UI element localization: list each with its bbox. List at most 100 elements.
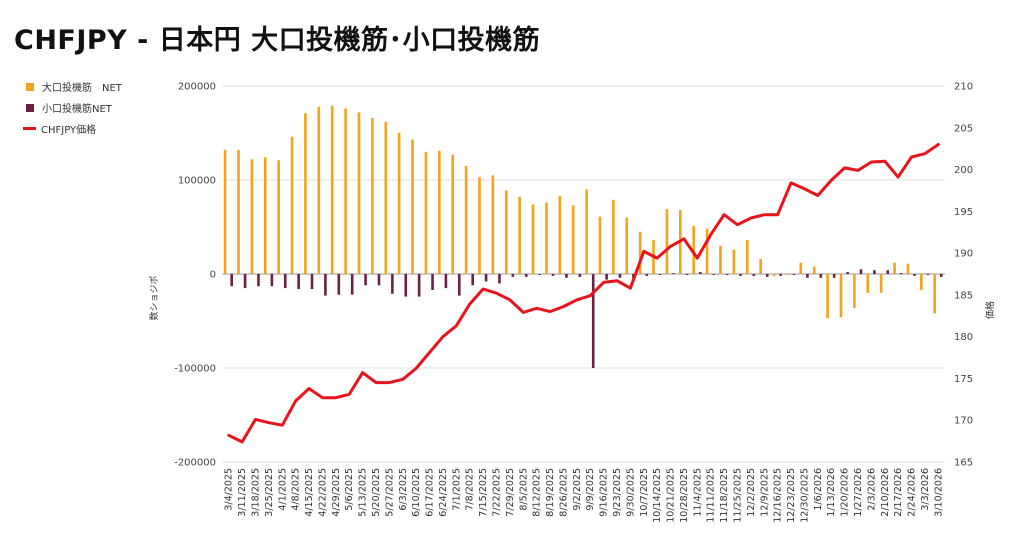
bar-large-35 (692, 226, 696, 274)
bar-large-5 (290, 136, 294, 274)
bar-small-10 (364, 274, 367, 286)
bar-large-53 (933, 274, 937, 314)
y-right-tick-label: 180 (954, 332, 973, 343)
bar-small-26 (578, 274, 582, 277)
y-left-axis-title: 数ショジポ (148, 275, 160, 320)
x-tick-label: 9/16/2025 (599, 468, 610, 517)
x-tick-label: 10/7/2025 (639, 468, 650, 517)
x-tick-label: 7/8/2025 (465, 468, 476, 511)
bar-large-18 (464, 165, 468, 274)
bar-small-38 (739, 274, 742, 276)
x-tick-label: 8/19/2025 (545, 468, 556, 517)
x-tick-label: 7/1/2025 (451, 468, 462, 511)
bar-small-22 (524, 274, 528, 277)
x-tick-label: 9/9/2025 (585, 468, 596, 511)
bar-large-8 (330, 105, 334, 275)
x-tick-label: 2/3/2026 (866, 468, 877, 511)
x-tick-label: 10/21/2025 (666, 468, 677, 523)
y-right-tick-label: 205 (954, 123, 973, 134)
bar-small-0 (230, 274, 233, 287)
bar-large-26 (571, 205, 575, 274)
bar-large-42 (786, 274, 789, 275)
bar-large-12 (384, 121, 388, 274)
y-left-tick-label: 100000 (178, 176, 216, 187)
x-tick-label: 11/25/2025 (733, 468, 744, 523)
bar-large-37 (719, 245, 722, 274)
x-tick-label: 3/3/2026 (920, 468, 931, 511)
bar-small-7 (324, 274, 327, 296)
bar-small-25 (565, 274, 568, 278)
bar-small-5 (297, 274, 300, 290)
bar-large-49 (879, 274, 883, 293)
y-right-tick-label: 195 (954, 207, 973, 218)
bar-small-9 (350, 274, 354, 295)
bar-large-15 (424, 151, 428, 274)
bar-large-50 (893, 262, 896, 274)
bar-small-29 (618, 274, 622, 278)
x-tick-label: 9/2/2025 (572, 468, 583, 511)
bar-large-43 (799, 262, 803, 274)
x-tick-label: 8/12/2025 (532, 468, 543, 517)
x-tick-label: 1/6/2026 (813, 468, 824, 511)
bar-large-17 (451, 154, 455, 274)
x-tick-label: 12/16/2025 (773, 468, 784, 523)
bar-large-48 (866, 274, 870, 293)
y-right-tick-label: 200 (954, 165, 973, 176)
bar-small-2 (257, 274, 260, 287)
y-right-tick-label: 170 (954, 416, 973, 427)
bar-large-41 (772, 274, 776, 276)
legend-item-large: 大口投機筋 NET (26, 76, 122, 97)
bar-large-30 (625, 217, 629, 274)
bar-large-27 (585, 189, 588, 274)
x-tick-label: 3/18/2025 (251, 468, 262, 517)
bar-large-52 (920, 274, 923, 290)
bar-large-14 (411, 139, 414, 274)
y-right-tick-label: 190 (954, 249, 973, 260)
bar-small-20 (498, 274, 501, 284)
bar-small-8 (337, 274, 341, 295)
bar-large-21 (504, 190, 508, 274)
bar-small-24 (551, 274, 555, 276)
x-tick-label: 12/23/2025 (786, 468, 797, 523)
x-tick-label: 9/30/2025 (625, 468, 636, 517)
x-tick-label: 6/24/2025 (438, 468, 449, 517)
x-tick-label: 11/18/2025 (719, 468, 730, 523)
x-tick-label: 3/10/2026 (933, 468, 944, 517)
bar-large-9 (344, 108, 347, 274)
legend-label-small: 小口投機筋NET (42, 104, 112, 115)
bar-small-36 (712, 274, 715, 275)
bar-small-18 (471, 274, 474, 286)
x-tick-label: 10/28/2025 (679, 468, 690, 523)
bar-large-36 (705, 228, 709, 274)
bar-small-4 (283, 274, 287, 289)
bar-small-34 (685, 274, 689, 275)
bar-small-17 (458, 274, 461, 296)
x-tick-label: 3/4/2025 (224, 468, 235, 511)
bar-small-42 (792, 274, 796, 275)
x-tick-label: 1/13/2026 (826, 468, 837, 517)
bar-small-23 (538, 274, 541, 275)
bar-large-31 (638, 231, 642, 274)
bar-small-51 (913, 274, 916, 276)
x-tick-label: 12/9/2025 (759, 468, 770, 517)
bar-large-16 (438, 150, 441, 274)
bar-small-6 (310, 274, 314, 290)
bar-large-2 (250, 159, 254, 274)
x-tick-label: 3/11/2025 (237, 468, 248, 517)
y-left-tick-label: 200000 (178, 82, 216, 93)
y-left-tick-label: 0 (210, 270, 216, 281)
bar-large-11 (371, 117, 374, 275)
x-tick-label: 4/8/2025 (291, 468, 302, 511)
bar-large-46 (839, 274, 843, 318)
x-tick-label: 4/29/2025 (331, 468, 342, 517)
x-tick-label: 10/14/2025 (652, 468, 663, 523)
bar-small-19 (484, 274, 488, 282)
bar-large-33 (665, 209, 669, 274)
y-right-tick-label: 175 (954, 374, 973, 385)
x-tick-label: 11/4/2025 (692, 468, 703, 517)
bar-small-52 (926, 274, 930, 275)
y-left-tick-label: -200000 (174, 458, 216, 469)
y-right-tick-label: 210 (954, 82, 973, 93)
price-line (227, 143, 940, 444)
